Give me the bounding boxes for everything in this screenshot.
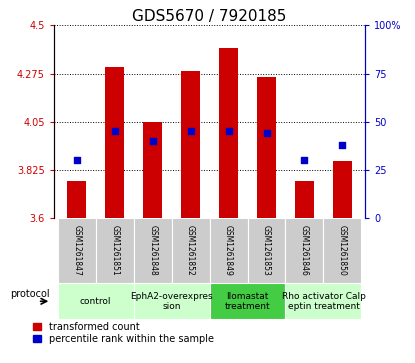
- FancyBboxPatch shape: [210, 218, 247, 283]
- Legend: transformed count, percentile rank within the sample: transformed count, percentile rank withi…: [33, 322, 214, 344]
- FancyBboxPatch shape: [58, 218, 96, 283]
- FancyBboxPatch shape: [286, 218, 323, 283]
- FancyBboxPatch shape: [134, 283, 210, 319]
- Text: GSM1261849: GSM1261849: [224, 225, 233, 276]
- Bar: [143, 122, 162, 218]
- Bar: [257, 77, 276, 218]
- Text: GSM1261850: GSM1261850: [338, 225, 347, 276]
- Point: [263, 130, 270, 136]
- Point: [111, 129, 118, 134]
- FancyBboxPatch shape: [134, 218, 172, 283]
- Point: [187, 129, 194, 134]
- FancyBboxPatch shape: [323, 218, 361, 283]
- Bar: [105, 67, 124, 218]
- Title: GDS5670 / 7920185: GDS5670 / 7920185: [132, 9, 287, 24]
- FancyBboxPatch shape: [58, 283, 134, 319]
- Bar: [295, 182, 314, 218]
- Point: [149, 138, 156, 144]
- Text: GSM1261846: GSM1261846: [300, 225, 309, 276]
- Point: [73, 157, 80, 163]
- Bar: [333, 161, 352, 218]
- Text: EphA2-overexpres
sion: EphA2-overexpres sion: [130, 291, 213, 311]
- Bar: [219, 48, 238, 218]
- Text: GSM1261852: GSM1261852: [186, 225, 195, 276]
- Text: GSM1261848: GSM1261848: [148, 225, 157, 276]
- Text: Rho activator Calp
eptin treatment: Rho activator Calp eptin treatment: [281, 291, 365, 311]
- Text: GSM1261853: GSM1261853: [262, 225, 271, 276]
- Point: [339, 142, 346, 148]
- Text: GSM1261851: GSM1261851: [110, 225, 119, 276]
- Text: control: control: [80, 297, 112, 306]
- FancyBboxPatch shape: [286, 283, 361, 319]
- Text: Ilomastat
treatment: Ilomastat treatment: [225, 291, 270, 311]
- Text: GSM1261847: GSM1261847: [72, 225, 81, 276]
- FancyBboxPatch shape: [96, 218, 134, 283]
- Bar: [181, 72, 200, 218]
- Text: protocol: protocol: [10, 289, 49, 299]
- FancyBboxPatch shape: [172, 218, 210, 283]
- Point: [301, 157, 308, 163]
- Point: [225, 129, 232, 134]
- FancyBboxPatch shape: [210, 283, 286, 319]
- Bar: [67, 182, 86, 218]
- FancyBboxPatch shape: [247, 218, 286, 283]
